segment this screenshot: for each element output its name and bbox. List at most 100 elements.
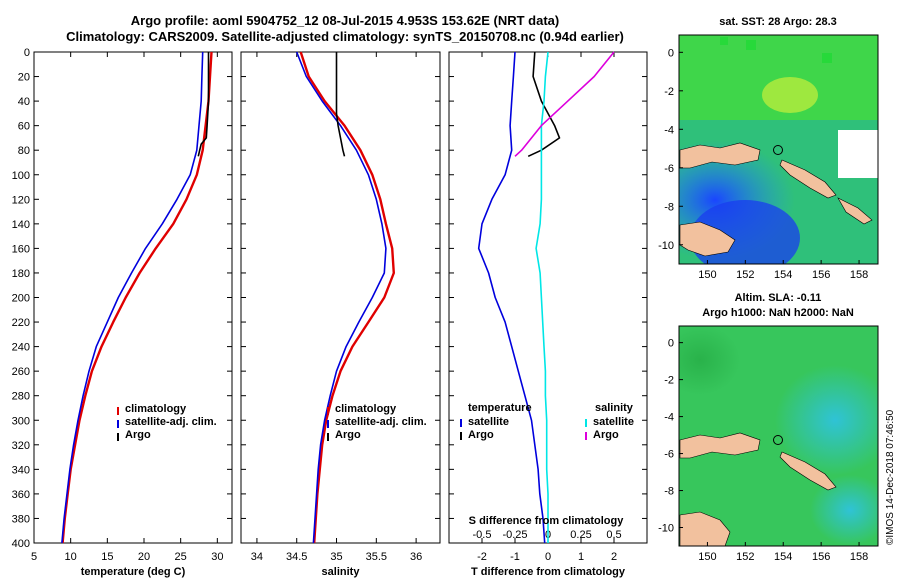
x-tick-label: 0: [545, 551, 551, 563]
sla-map-frame: [678, 325, 879, 547]
legend-label-s-satellite: satellite: [593, 416, 634, 428]
x-tick-label: 1: [578, 551, 584, 563]
sla-map-subtitle: Argo h1000: NaN h2000: NaN: [702, 307, 854, 319]
land-new-guinea: [679, 432, 761, 459]
land-south: [679, 221, 736, 257]
legend-label-argo: Argo: [125, 429, 151, 441]
land-island: [837, 197, 873, 225]
y-tick-label: 220: [12, 317, 30, 329]
map-y-tick-label: -2: [664, 375, 674, 387]
x-tick-label: 36: [410, 551, 422, 563]
x-tick-label: 20: [138, 551, 150, 563]
land-solomon: [779, 159, 837, 199]
map-y-tick-label: -4: [664, 412, 674, 424]
temperature-axis-label: temperature (deg C): [81, 566, 186, 578]
map-x-tick-label: 158: [850, 551, 868, 563]
sst-pixel: [720, 37, 728, 45]
y-tick-label: 340: [12, 464, 30, 476]
salinity-chart: 34 34.5 35 35.5 36 salinity: [240, 51, 441, 578]
series-line-satellite-adj-clim-: [61, 51, 204, 544]
map-x-tick-label: 154: [774, 269, 792, 281]
land-new-guinea: [679, 142, 761, 169]
map-y-tick-label: -6: [664, 449, 674, 461]
argo-location-marker: [773, 435, 783, 445]
x-tick-label: 35: [330, 551, 342, 563]
y-tick-label: 320: [12, 440, 30, 452]
difference-axis-label: T difference from climatology: [471, 566, 626, 578]
x-tick-label: 30: [211, 551, 223, 563]
header-line-1: Argo profile: aoml 5904752_12 08-Jul-201…: [131, 13, 559, 28]
land-south: [679, 511, 731, 546]
legend-title-salinity: salinity: [595, 402, 634, 414]
s-tick-label: 0.25: [570, 529, 591, 541]
temperature-plot-frame: [33, 51, 233, 544]
sla-low-patch: [679, 326, 740, 395]
temperature-chart: 0 20 40 60 80 100 120 140 160 180 200 220 240 260 280 3…: [12, 47, 233, 578]
sla-map-title: Altim. SLA: -0.11: [735, 292, 822, 304]
map-y-tick-label: 0: [668, 338, 674, 350]
legend-label-t-satellite: satellite: [468, 416, 509, 428]
series-line-t-satellite: [477, 51, 546, 544]
x-tick-label: 5: [31, 551, 37, 563]
x-tick-label: -2: [477, 551, 487, 563]
map-y-tick-label: -4: [664, 124, 674, 136]
series-line-s-satellite: [535, 51, 549, 543]
map-x-tick-label: 156: [812, 269, 830, 281]
salinity-axis-label: salinity: [322, 566, 361, 578]
series-line-climatology: [299, 51, 395, 544]
salinity-legend: climatology satellite-adj. clim. Argo: [327, 403, 427, 441]
x-tick-label: 15: [101, 551, 113, 563]
sst-map: sat. SST: 28 Argo: 28.3 150 152 154 156 158 0…: [658, 16, 879, 281]
y-tick-label: 160: [12, 243, 30, 255]
series-line-argo: [197, 52, 210, 157]
map-y-tick-label: -8: [664, 201, 674, 213]
y-tick-label: 80: [18, 145, 30, 157]
sla-map-axes: 150 152 154 156 158 0 -2 -4 -6 -8 -10: [658, 338, 868, 563]
series-line-satellite-adj-clim-: [295, 51, 387, 544]
y-tick-label: 260: [12, 366, 30, 378]
sst-map-title: sat. SST: 28 Argo: 28.3: [719, 16, 837, 28]
s-difference-axis-label: S difference from climatology: [469, 515, 625, 527]
legend-label-argo: Argo: [335, 429, 361, 441]
y-tick-label: 100: [12, 170, 30, 182]
map-x-tick-label: 154: [774, 551, 792, 563]
s-tick-label: -0.25: [502, 529, 527, 541]
y-tick-label: 380: [12, 513, 30, 525]
legend-label-satellite: satellite-adj. clim.: [335, 416, 427, 428]
argo-location-marker: [773, 145, 783, 155]
map-x-tick-label: 156: [812, 551, 830, 563]
s-tick-label: -0.5: [473, 529, 492, 541]
legend-label-climatology: climatology: [335, 403, 397, 415]
y-tick-label: 140: [12, 219, 30, 231]
map-x-tick-label: 158: [850, 269, 868, 281]
x-tick-label: -1: [510, 551, 520, 563]
sst-map-frame: [678, 34, 879, 265]
y-tick-label: 300: [12, 415, 30, 427]
sst-pixel: [822, 53, 832, 63]
map-y-tick-label: 0: [668, 47, 674, 59]
y-tick-label: 0: [24, 47, 30, 59]
sst-warm-patch: [762, 77, 818, 113]
y-tick-label: 400: [12, 538, 30, 550]
sla-high-patch-south: [810, 475, 878, 545]
y-tick-label: 360: [12, 489, 30, 501]
sst-pixel: [746, 40, 756, 50]
map-y-tick-label: -10: [658, 523, 674, 535]
y-tick-label: 20: [18, 72, 30, 84]
difference-chart: -2 -1 0 1 2 T difference from climatology -0.5…: [448, 51, 648, 578]
map-y-tick-label: -10: [658, 240, 674, 252]
land-solomon: [779, 451, 837, 491]
map-y-tick-label: -2: [664, 86, 674, 98]
difference-legend: temperature salinity satellite Argo sate…: [460, 402, 634, 441]
x-tick-label: 35.5: [366, 551, 387, 563]
series-line-s-argo: [514, 51, 615, 157]
legend-label-s-argo: Argo: [593, 429, 619, 441]
x-tick-label: 34: [251, 551, 263, 563]
x-tick-label: 34.5: [286, 551, 307, 563]
sst-no-data-gap: [838, 130, 878, 178]
series-line-argo: [335, 52, 346, 157]
map-x-tick-label: 152: [736, 269, 754, 281]
header-line-2: Climatology: CARS2009. Satellite-adjuste…: [66, 29, 624, 44]
legend-label-satellite: satellite-adj. clim.: [125, 416, 217, 428]
